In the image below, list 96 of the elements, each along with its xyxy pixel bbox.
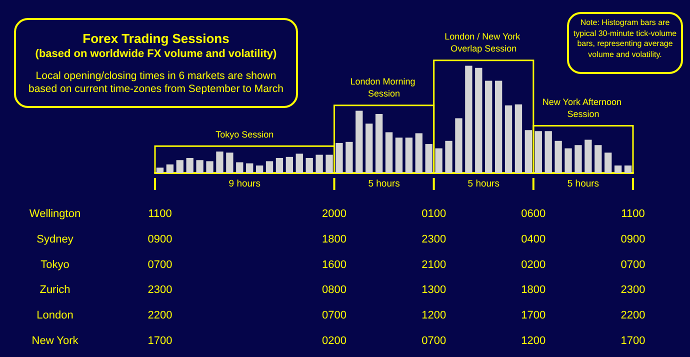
bar: [256, 165, 264, 173]
text: 2300: [422, 233, 446, 246]
text: 1200: [422, 310, 446, 322]
bar: [604, 152, 612, 173]
bar: [316, 154, 323, 173]
text: 1300: [422, 284, 446, 296]
text: 1800: [521, 284, 546, 296]
bar: [524, 130, 532, 173]
bar: [614, 165, 622, 173]
text: 1600: [322, 258, 346, 271]
text: 0800: [322, 284, 346, 296]
text: 0900: [148, 233, 172, 246]
bar: [226, 152, 234, 173]
bar: [176, 160, 184, 173]
text: 1800: [322, 233, 346, 246]
text: 2300: [620, 284, 646, 296]
bar: [186, 158, 194, 173]
bar: [544, 131, 552, 173]
bar: [156, 168, 164, 173]
text: Note: Histogram bars are typical 30-minute tick-volume bars, representing average volume and volatility.: [567, 12, 683, 74]
text: 9 hours: [228, 178, 261, 190]
bar: [236, 162, 244, 173]
bar: [584, 140, 592, 173]
chart-subtitle: (based on worldwide FX volume and volatility): [34, 47, 278, 61]
bar: [564, 148, 572, 173]
text: 1700: [620, 335, 646, 347]
bar: [514, 104, 522, 173]
bar: [216, 152, 224, 173]
bar: [574, 145, 582, 173]
bar: [196, 160, 204, 173]
bar: [356, 110, 363, 173]
text: 1700: [148, 335, 172, 347]
bar: [385, 132, 393, 173]
text: 0200: [322, 335, 346, 347]
bar: [465, 66, 472, 173]
annotation: Tokyo Session: [216, 129, 274, 140]
text: 2100: [422, 258, 446, 271]
bar: [306, 158, 313, 173]
text: 0200: [521, 258, 546, 271]
text: 2300: [148, 284, 172, 296]
text: Wellington: [29, 208, 81, 220]
text: London / New York Overlap Session: [444, 32, 523, 54]
annotation: London Morning Session: [350, 76, 418, 99]
bar: [425, 144, 432, 173]
text: 1200: [521, 335, 546, 347]
bar: [534, 131, 542, 173]
text: 2000: [322, 208, 346, 220]
text: Tokyo: [40, 258, 70, 271]
text: 2200: [620, 310, 646, 322]
text: 1100: [148, 208, 172, 220]
text: 0600: [521, 208, 546, 220]
text: 2200: [148, 310, 172, 322]
bar: [266, 161, 274, 173]
bar: [206, 161, 214, 173]
text: 0700: [422, 335, 446, 347]
bar: [286, 156, 294, 173]
bar: [415, 133, 422, 173]
bar: [395, 138, 403, 173]
bar: [494, 80, 502, 173]
text: New York: [32, 335, 79, 347]
bar: [445, 140, 452, 173]
bar: [485, 80, 492, 173]
annotation: New York Afternoon Session: [542, 97, 624, 120]
text: 5 hours: [368, 178, 400, 190]
text: 0100: [422, 208, 446, 220]
bar: [276, 158, 284, 173]
bar: [455, 118, 462, 173]
bar: [504, 105, 512, 173]
text: 0900: [620, 233, 646, 246]
bar: [554, 140, 562, 173]
bar: [166, 164, 174, 173]
bar: [594, 145, 602, 173]
text: 0700: [322, 310, 346, 322]
annotation: Local opening/closing times in 6 markets are shown based on current time-zones from September to March: [27, 70, 285, 96]
text: 0400: [521, 233, 546, 246]
text: 1100: [621, 208, 645, 220]
text: 1700: [521, 310, 546, 322]
bar: [326, 154, 333, 173]
text: 5 hours: [468, 178, 500, 190]
text: London: [36, 310, 74, 322]
text: 0700: [148, 258, 172, 271]
bar: [366, 124, 373, 173]
bar: [246, 163, 254, 173]
bar: [475, 68, 482, 173]
bar: [296, 154, 303, 173]
bar: [375, 114, 383, 173]
text: 5 hours: [567, 178, 600, 190]
bar: [346, 142, 353, 173]
bar: [405, 138, 413, 173]
bar: [435, 148, 442, 173]
bar: [336, 142, 343, 173]
text: 0700: [620, 258, 646, 271]
text: Sydney: [36, 233, 74, 246]
text: Zurich: [40, 284, 70, 296]
chart-title: Forex Trading Sessions: [82, 31, 230, 47]
bar: [624, 165, 632, 173]
